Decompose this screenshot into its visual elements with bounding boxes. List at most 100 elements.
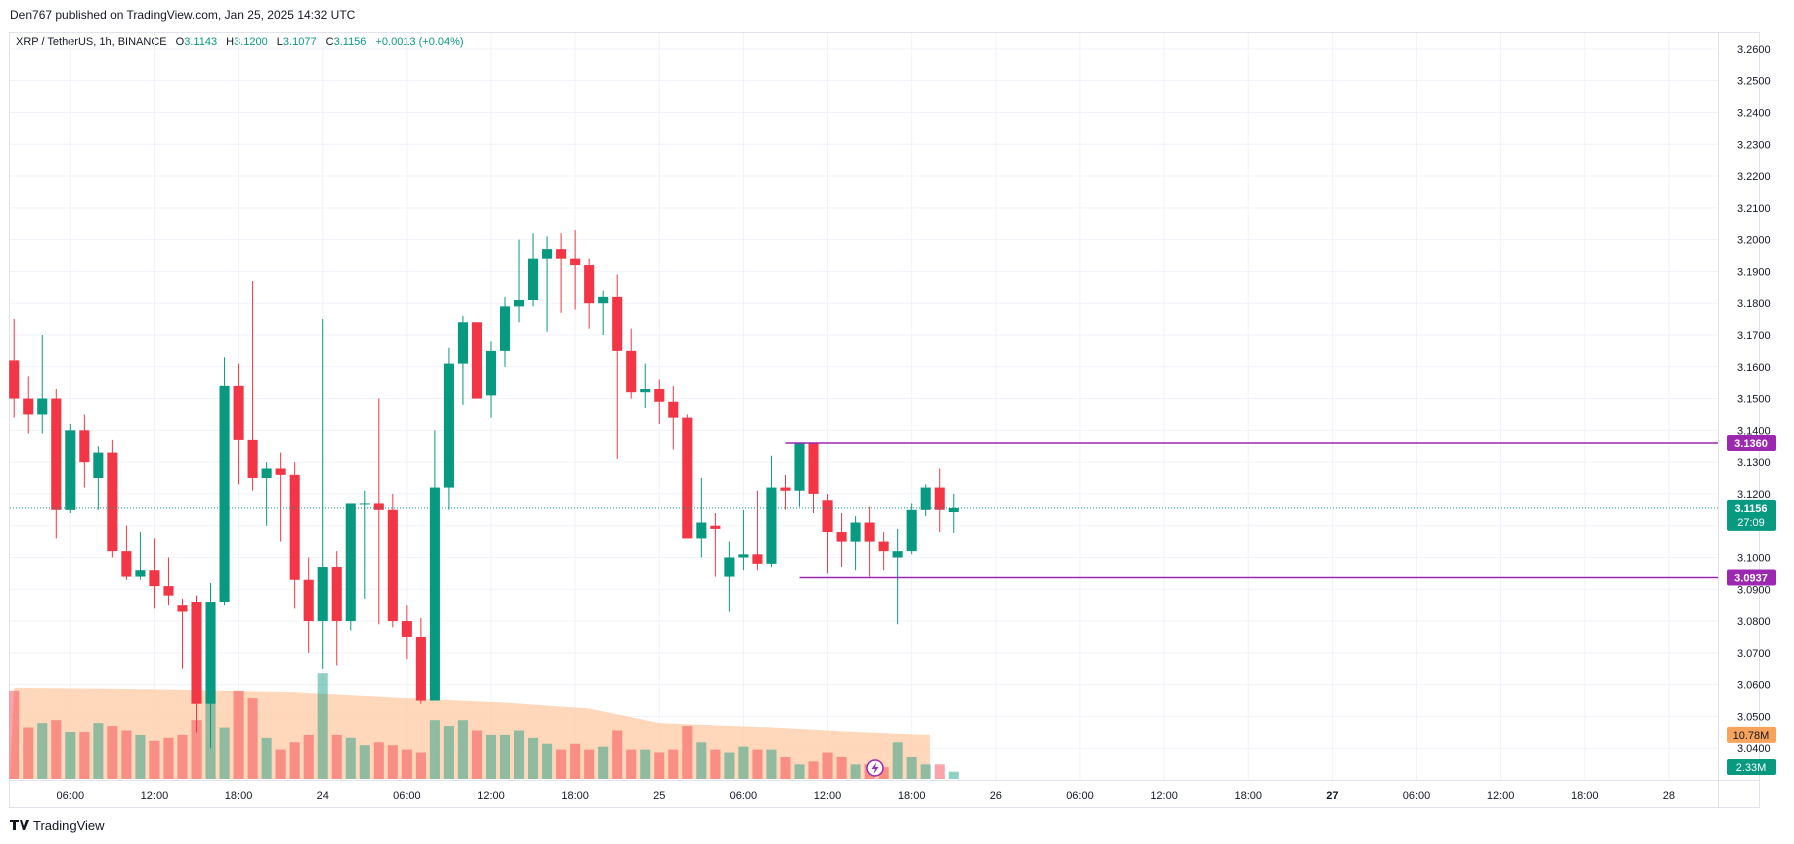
candle-body	[640, 389, 651, 393]
candle-body	[37, 398, 48, 415]
volume-bar	[65, 731, 76, 779]
volume-bar	[401, 749, 412, 779]
legend-open: 3.1143	[184, 36, 217, 48]
time-tick: 06:00	[57, 790, 85, 802]
volume-bar	[513, 730, 525, 779]
volume-bar	[303, 734, 314, 779]
svg-text:XRP / TetherUS, 1h, BINANCE: XRP / TetherUS, 1h, BINANCE O3.1143 H3.1…	[16, 36, 464, 48]
candles	[9, 230, 959, 749]
publish-info: Den767 published on TradingView.com, Jan…	[10, 8, 356, 22]
candle-body	[850, 522, 861, 542]
time-tick: 06:00	[730, 790, 758, 802]
level-badge	[1727, 569, 1776, 586]
volume-bar	[780, 756, 791, 779]
volume-bar	[415, 752, 426, 779]
volume-bar	[275, 749, 286, 779]
candle-body	[457, 322, 468, 364]
time-tick: 25	[653, 790, 665, 802]
volume-bar	[499, 734, 511, 779]
price-tick: 3.0600	[1737, 680, 1771, 692]
time-axis[interactable]: 06:00 12:00 18:00 24 06:00 12:00 18:00 25 06:00 1…	[57, 790, 1676, 802]
candle-body	[556, 249, 567, 259]
volume-ma-badge	[1727, 726, 1776, 743]
price-axis[interactable]: 3.2600 3.2500 3.2400 3.2300 3.2200 3.2100 3.20…	[1737, 44, 1771, 755]
lightning-icon[interactable]	[866, 759, 884, 777]
candle-body	[822, 500, 833, 533]
volume-bar	[556, 749, 567, 779]
volume-bar	[345, 737, 356, 779]
candle-body	[135, 570, 146, 577]
price-tick: 3.2100	[1737, 203, 1771, 215]
price-tick: 3.0500	[1737, 711, 1771, 723]
candle-body	[65, 430, 76, 510]
volume-bar	[93, 723, 104, 779]
grid	[10, 33, 1718, 780]
price-tick: 3.2400	[1737, 107, 1771, 119]
volume-bar	[570, 743, 581, 779]
candle-body	[191, 601, 202, 704]
price-tick: 3.2500	[1737, 76, 1771, 88]
candle-body	[892, 551, 903, 558]
price-tick: 3.0400	[1737, 743, 1771, 755]
footer-brand: TradingView	[33, 818, 105, 833]
volume-bar	[752, 749, 763, 779]
volume-bar	[934, 764, 945, 779]
price-tick: 3.0700	[1737, 648, 1771, 660]
volume-bar	[289, 742, 300, 779]
candle-body	[359, 503, 370, 505]
time-tick: 18:00	[898, 790, 926, 802]
candle-body	[93, 452, 104, 479]
last-price-badge	[1727, 499, 1776, 531]
volume-bar	[584, 749, 595, 779]
volume-bar	[668, 749, 679, 779]
candle-body	[331, 567, 342, 622]
tradingview-logo	[10, 820, 29, 830]
volume-bar	[766, 749, 777, 779]
volume-bar	[542, 743, 553, 779]
time-tick: 18:00	[225, 790, 253, 802]
volume-bar	[892, 742, 903, 779]
time-tick: 12:00	[141, 790, 169, 802]
volume-bar	[626, 749, 637, 779]
candle-body	[808, 443, 819, 494]
candle-body	[499, 306, 511, 351]
candle-body	[528, 258, 539, 301]
candle-body	[317, 567, 328, 622]
price-tick: 3.0800	[1737, 616, 1771, 628]
candle-body	[696, 522, 707, 539]
candle-body	[752, 554, 763, 564]
legend-close-label: C	[326, 36, 334, 48]
volume-bar	[135, 734, 146, 779]
level-badge	[1727, 435, 1776, 452]
horizontal-levels[interactable]	[10, 442, 1718, 579]
time-tick: 18:00	[1571, 790, 1599, 802]
candle-body	[612, 296, 623, 351]
volume-bar	[906, 756, 917, 779]
price-tick: 3.1800	[1737, 298, 1771, 310]
candle-body	[205, 601, 216, 704]
candle-body	[261, 468, 272, 479]
volume-bar	[163, 737, 174, 779]
volume-label: 2.33M	[1736, 762, 1767, 774]
candle-body	[443, 363, 454, 488]
candle-body	[766, 487, 777, 564]
candle-body	[710, 525, 721, 529]
volume-bar	[822, 752, 833, 779]
volume-bar	[177, 734, 188, 779]
candle-body	[948, 507, 959, 513]
volume-bar	[9, 690, 20, 779]
volume-bar	[191, 720, 202, 779]
volume-bar	[233, 690, 244, 779]
price-badges: 3.1360 3.0937 3.1156 27:09 10.78M 2.33M	[1727, 435, 1776, 775]
volume-bar	[654, 752, 665, 779]
time-tick: 27	[1326, 790, 1338, 802]
candle-body	[738, 554, 749, 558]
volume-bar	[682, 726, 693, 779]
candle-body	[471, 322, 483, 399]
candle-body	[836, 532, 847, 542]
candle-body	[513, 300, 525, 307]
candle-body	[682, 417, 693, 539]
candle-body	[570, 258, 581, 266]
candle-body	[654, 389, 665, 402]
